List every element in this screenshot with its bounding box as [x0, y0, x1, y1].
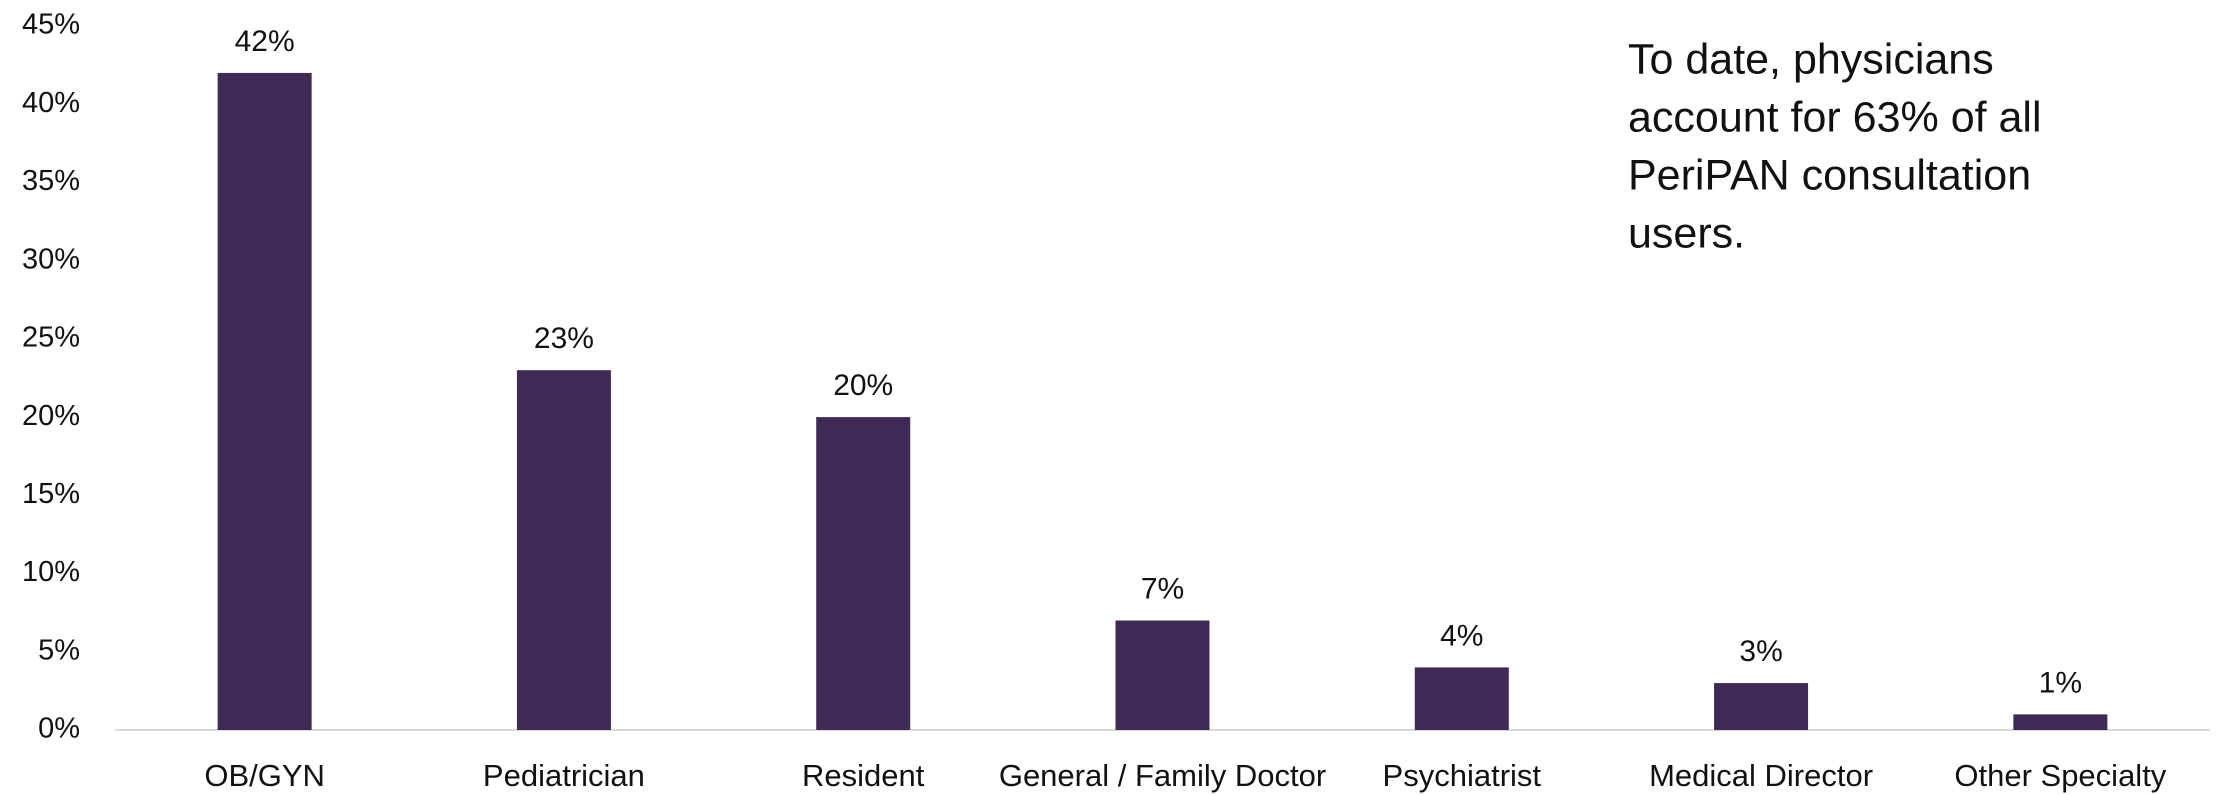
- x-tick-label: Pediatrician: [483, 758, 645, 793]
- data-label: 7%: [1141, 572, 1184, 605]
- x-tick-label: General / Family Doctor: [999, 758, 1326, 793]
- annotation: users.: [1628, 209, 1745, 257]
- bar: [1414, 667, 1509, 730]
- bar: [1714, 683, 1809, 730]
- bar: [816, 417, 911, 730]
- data-label: 42%: [235, 25, 295, 58]
- bar: [1115, 620, 1210, 730]
- data-label: 3%: [1739, 635, 1782, 668]
- y-tick-label: 20%: [22, 400, 80, 432]
- bar: [516, 370, 611, 730]
- annotation: To date, physicians: [1628, 35, 1994, 83]
- y-tick-label: 10%: [22, 556, 80, 588]
- y-tick-label: 35%: [22, 165, 80, 197]
- y-tick-label: 15%: [22, 478, 80, 510]
- data-label: 23%: [534, 322, 594, 355]
- x-tick-label: Medical Director: [1649, 758, 1873, 793]
- x-tick-label: Other Specialty: [1954, 758, 2166, 793]
- data-label: 4%: [1440, 619, 1483, 652]
- y-tick-label: 45%: [22, 9, 80, 41]
- x-tick-label: Resident: [802, 758, 925, 793]
- bar: [217, 72, 312, 730]
- y-tick-label: 40%: [22, 87, 80, 119]
- y-tick-label: 0%: [38, 713, 80, 745]
- annotation: account for 63% of all: [1628, 93, 2042, 141]
- data-label: 20%: [833, 369, 893, 402]
- bar: [2013, 714, 2108, 730]
- y-tick-label: 25%: [22, 322, 80, 354]
- x-tick-label: OB/GYN: [204, 758, 325, 793]
- annotation: PeriPAN consultation: [1628, 151, 2031, 199]
- x-tick-label: Psychiatrist: [1383, 758, 1542, 793]
- y-tick-label: 5%: [38, 634, 80, 666]
- data-label: 1%: [2039, 666, 2082, 699]
- y-tick-label: 30%: [22, 243, 80, 275]
